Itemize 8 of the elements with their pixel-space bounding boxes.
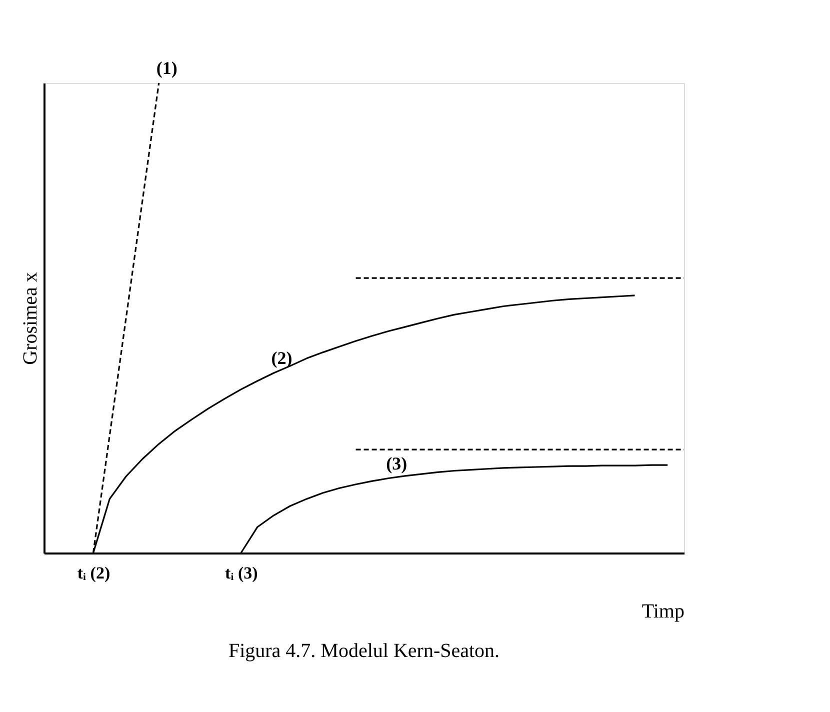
x-tick-label: tᵢ (2) — [77, 564, 110, 582]
series-label: (3) — [386, 453, 408, 474]
x-tick-label: tᵢ (3) — [225, 564, 258, 582]
text: Figura 4.7. Modelul Kern-Seaton. — [228, 640, 500, 662]
y-axis-title: Grosimea x — [20, 272, 42, 365]
series-label: (1) — [156, 58, 178, 78]
series-label: (2) — [271, 348, 292, 368]
x-axis-title: Timp — [642, 600, 684, 622]
